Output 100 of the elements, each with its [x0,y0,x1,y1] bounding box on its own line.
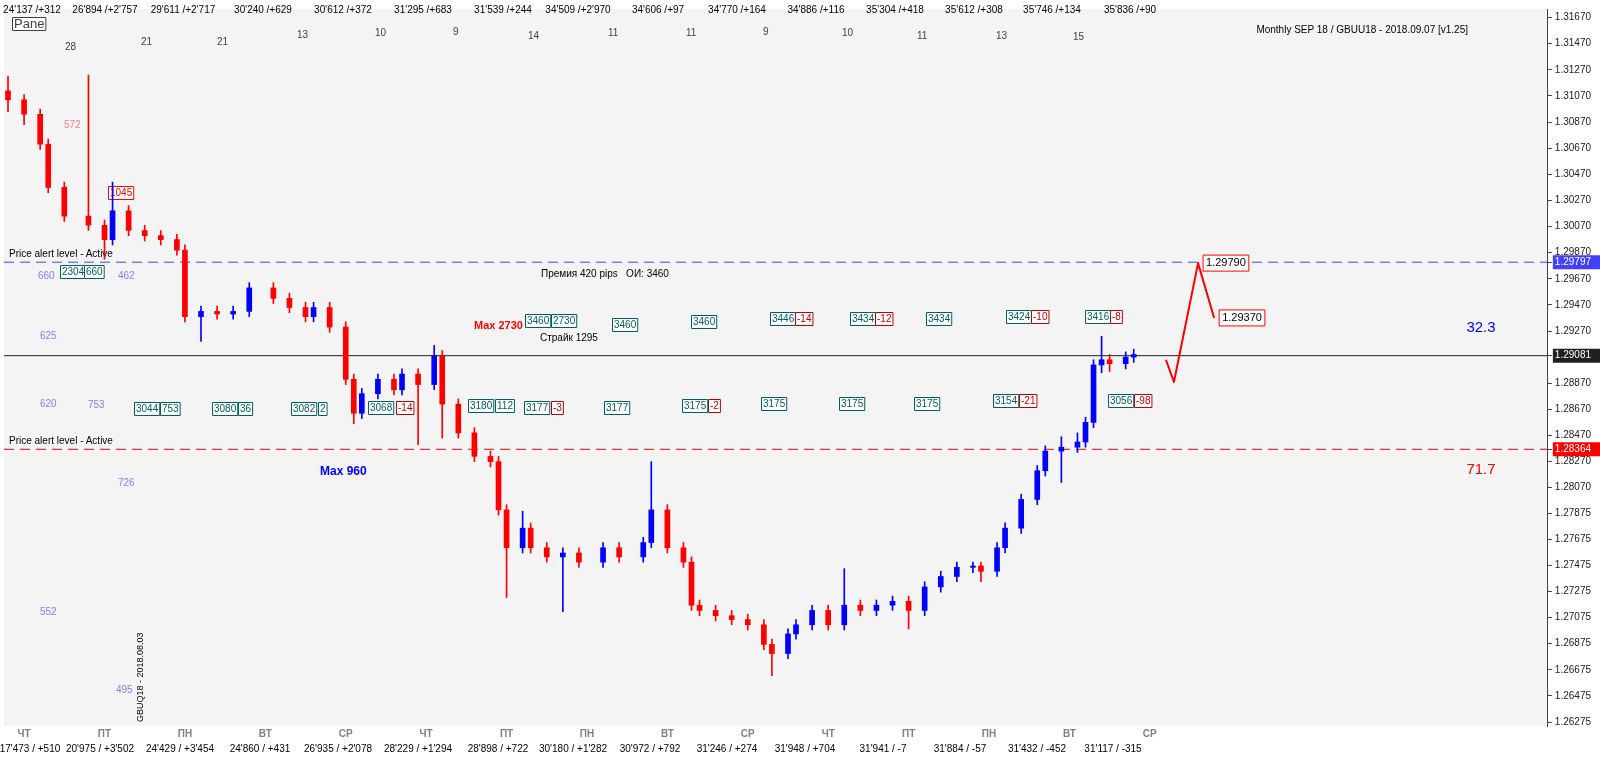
annotation: 3175 [763,397,786,409]
ref-line-label: Price alert level - Active [9,435,114,447]
annotation: 2 [320,402,326,414]
x-tick-label: СР [338,727,354,739]
text: 31'246 / +274 [696,742,758,754]
y-tick-label: 1.26275 [1554,715,1592,727]
annotation: 3175 [684,399,707,411]
annotation: 24'137 /+312 [3,3,62,15]
y-tick-label: 1.31470 [1554,37,1592,49]
annotation: 31'539 /+244 [474,3,533,15]
annotation: 660 [86,265,104,277]
x-tick-label: ВТ [258,727,272,739]
annotation: 753 [88,398,106,410]
annotation: 3416 [1087,310,1110,322]
text: 31'948 / +704 [774,742,836,754]
candlestick [415,368,421,445]
y-tick-label: 1.30870 [1554,115,1592,127]
y-tick-label: 1.26875 [1554,637,1592,649]
text: 30'972 / +792 [619,742,681,754]
y-tick-label: 1.30470 [1554,168,1592,180]
annotation: -3 [553,401,563,413]
text: 28'229 / +1'294 [383,742,453,754]
annotation: -8 [1112,310,1122,322]
annotation: 34'606 /+97 [631,3,685,15]
annotation: Pane [14,15,45,31]
annotation: 13 [297,28,309,40]
y-tick-label: 1.29797 [1554,255,1592,267]
annotation: 3175 [916,397,939,409]
annotation: 3080 [214,402,237,414]
x-tick-label: ВТ [660,727,674,739]
annotation: 3044 [136,402,159,414]
candlestick [214,305,220,320]
annotation: 14 [528,29,540,41]
annotation: 35'612 /+308 [945,3,1004,15]
annotation: Max 2730 [474,319,523,332]
annotation: -2 [710,399,720,411]
text: 24'429 / +3'454 [145,742,215,754]
y-tick-label: 1.26675 [1554,663,1592,675]
text: 30'180 / +1'282 [538,742,608,754]
annotation: 3154 [995,394,1018,406]
y-tick-label: 1.31670 [1554,11,1592,23]
annotation: 30'240 /+629 [234,3,293,15]
annotation: Monthly SEP 18 / GBUU18 - 2018.09.07 [v1.25] [1256,23,1469,35]
y-tick-label: 1.30270 [1554,194,1592,206]
x-tick-label: ЧТ [821,727,835,739]
annotation: 29'611 /+2'717 [150,3,216,15]
annotation: 753 [162,402,180,414]
text: 20'975 / +3'502 [65,742,135,754]
y-tick-label: 1.27875 [1554,506,1592,518]
annotation: 3068 [370,401,393,413]
y-tick-label: 1.29270 [1554,324,1592,336]
x-tick-label: ЧТ [17,727,31,739]
y-tick-label: 1.29470 [1554,298,1592,310]
annotation: 620 [40,397,58,409]
annotation: 625 [40,329,58,341]
annotation: -21 [1021,394,1036,406]
annotation: 10 [842,26,854,38]
y-tick-label: 1.27475 [1554,559,1592,571]
annotation: 34'509 /+2'970 [545,3,612,15]
y-tick-label: 1.28364 [1554,443,1592,455]
annotation: 660 [38,269,56,281]
text: 31'117 / -315 [1084,742,1143,754]
x-tick-label: ПН [579,727,595,739]
annotation: 36 [240,402,252,414]
text: 24'860 / +431 [229,742,291,754]
y-tick-label: 1.26475 [1554,689,1592,701]
annotation: 3424 [1008,310,1031,322]
y-tick-label: 1.29670 [1554,272,1592,284]
annotation: 495 [116,683,134,695]
candlestick [198,305,204,342]
text: 26'935 / +2'078 [303,742,373,754]
annotation: 35'746 /+134 [1023,3,1082,15]
annotation: 3460 [527,314,550,326]
text: 28'898 / +722 [467,742,529,754]
annotation: 28 [65,40,77,52]
annotation: 11 [608,26,619,38]
text: 31'941 / -7 [859,742,907,754]
annotation: 3460 [693,315,716,327]
annotation: -98 [1136,394,1151,406]
data-label: 1.29370 [1222,310,1262,323]
x-tick-label: ПТ [97,727,112,739]
x-tick-label: СР [1142,727,1158,739]
y-tick-label: 1.31070 [1554,89,1592,101]
annotation: Премия 420 pips ОИ: 3460 [541,267,670,279]
x-tick-label: ПН [177,727,193,739]
candlestick [230,305,236,320]
annotation: 34'886 /+116 [787,3,845,15]
annotation: 9 [763,25,769,37]
candlestick [970,561,976,573]
annotation: 3434 [852,312,875,324]
y-tick-label: 1.28070 [1554,481,1592,493]
y-tick-label: 1.30070 [1554,220,1592,232]
annotation: GBUQ18 - 2018.08.03 [135,632,146,722]
candlestick [1130,348,1137,363]
annotation: -10 [1033,310,1048,322]
annotation: 71.7 [1466,460,1496,478]
annotation: 3180 [470,399,493,411]
x-tick-label: ЧТ [419,727,433,739]
x-tick-label: СР [740,727,756,739]
annotation: 21 [217,35,229,47]
